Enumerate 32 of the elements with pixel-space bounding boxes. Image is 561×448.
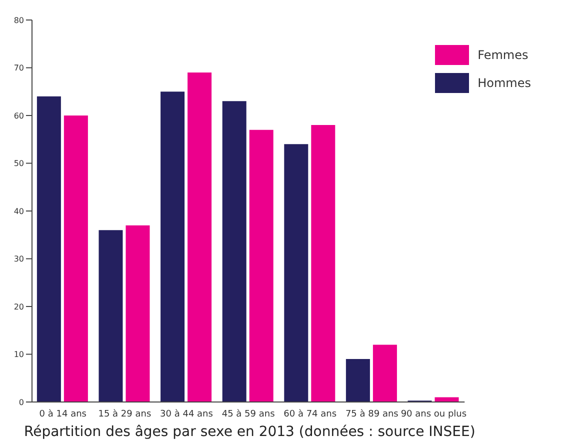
x-tick-label: 0 à 14 ans bbox=[39, 408, 87, 420]
bar bbox=[126, 225, 150, 402]
x-tick-label: 15 à 29 ans bbox=[98, 408, 152, 420]
y-tick-label: 10 bbox=[14, 350, 24, 360]
bar bbox=[372, 344, 397, 402]
legend-label: Hommes bbox=[478, 76, 531, 90]
bar bbox=[346, 359, 370, 402]
x-tick-label: 90 ans ou plus bbox=[400, 409, 467, 420]
y-tick-label: 60 bbox=[14, 111, 24, 120]
bar bbox=[36, 96, 61, 402]
y-tick-label: 50 bbox=[14, 159, 24, 168]
y-tick-label: 80 bbox=[14, 16, 24, 25]
y-tick-label: 70 bbox=[14, 64, 24, 73]
bar bbox=[64, 116, 88, 402]
bar bbox=[160, 92, 185, 402]
y-tick-label: 30 bbox=[14, 254, 24, 264]
bar bbox=[284, 144, 308, 402]
y-tick-label: 40 bbox=[14, 206, 24, 216]
x-tick-label: 75 à 89 ans bbox=[345, 408, 399, 420]
text: Répartition des âges par sexe en 2013 (données : source INSEE) bbox=[24, 424, 476, 440]
bar bbox=[249, 130, 274, 402]
x-tick-label: 30 à 44 ans bbox=[160, 408, 214, 420]
x-tick-label: 45 à 59 ans bbox=[222, 408, 276, 420]
legend-label: Femmes bbox=[478, 48, 528, 62]
bar bbox=[98, 230, 123, 402]
bar bbox=[311, 125, 336, 402]
bar bbox=[188, 72, 212, 402]
y-tick-label: 20 bbox=[14, 302, 24, 312]
bar bbox=[222, 101, 246, 402]
y-tick-label: 0 bbox=[18, 398, 24, 407]
bar bbox=[434, 397, 459, 402]
x-tick-label: 60 à 74 ans bbox=[284, 408, 337, 420]
